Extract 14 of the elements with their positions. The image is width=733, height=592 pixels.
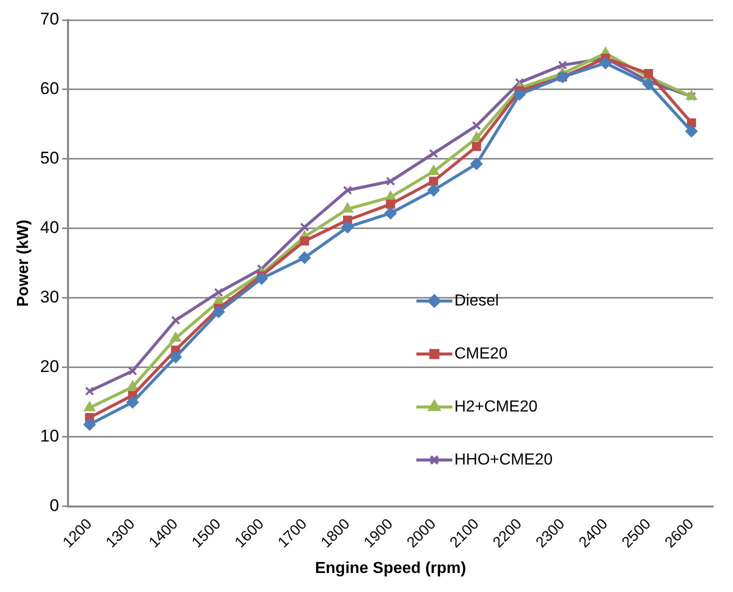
y-tick-label: 60 bbox=[40, 79, 60, 98]
y-tick-label: 10 bbox=[40, 426, 60, 446]
legend-label: Diesel bbox=[454, 292, 499, 310]
y-tick-label: 30 bbox=[40, 288, 60, 307]
x-axis-title: Engine Speed (rpm) bbox=[314, 560, 466, 577]
y-axis-title: Power (kW) bbox=[15, 220, 32, 307]
y-tick-label: 50 bbox=[40, 148, 60, 168]
y-tick-label: 20 bbox=[40, 357, 60, 376]
y-tick-label: 70 bbox=[40, 10, 60, 29]
legend-label: H2+CME20 bbox=[454, 398, 538, 416]
legend-label: HHO+CME20 bbox=[454, 451, 553, 468]
y-tick-label: 0 bbox=[50, 496, 60, 516]
y-tick-label: 40 bbox=[40, 218, 60, 238]
legend-label: CME20 bbox=[454, 345, 508, 362]
